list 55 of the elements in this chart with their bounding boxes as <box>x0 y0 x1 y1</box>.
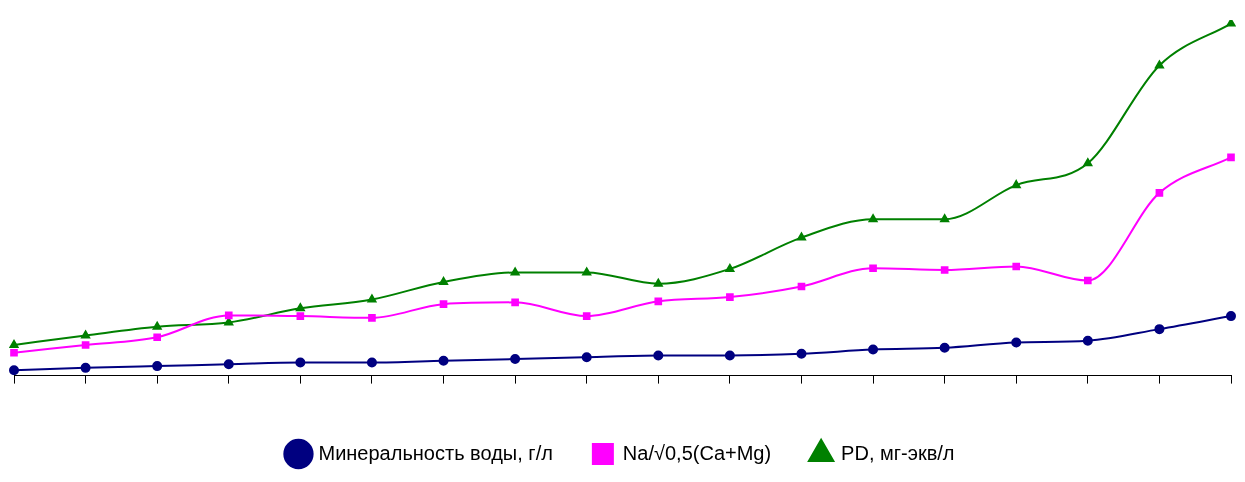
point <box>868 344 879 355</box>
point <box>868 214 878 223</box>
point <box>726 293 734 301</box>
point <box>581 352 592 363</box>
point <box>81 341 90 349</box>
point <box>653 278 663 287</box>
point <box>9 339 19 348</box>
point <box>939 342 950 353</box>
point <box>296 312 305 320</box>
point <box>367 294 377 303</box>
point <box>940 266 949 274</box>
point <box>1011 337 1022 348</box>
point <box>1083 158 1093 167</box>
legend-label: PD, мг-экв/л <box>841 441 955 464</box>
point <box>1155 189 1164 197</box>
point <box>295 357 306 368</box>
point <box>1226 20 1236 27</box>
point <box>582 312 591 320</box>
point <box>582 267 592 276</box>
point <box>510 354 521 365</box>
point <box>725 263 735 272</box>
point <box>796 348 807 359</box>
point <box>510 267 520 276</box>
point <box>295 303 305 312</box>
point <box>438 355 449 366</box>
point <box>80 362 91 373</box>
point <box>152 321 162 330</box>
point <box>1154 324 1165 335</box>
legend-label: Na/√0,5(Ca+Mg) <box>622 441 772 464</box>
point <box>1012 262 1021 271</box>
point <box>223 359 234 370</box>
point <box>724 350 735 361</box>
point <box>81 330 91 339</box>
point <box>1226 311 1236 322</box>
point <box>797 232 806 241</box>
point <box>869 264 877 273</box>
point <box>1082 335 1093 346</box>
point <box>654 297 663 306</box>
point <box>439 300 448 308</box>
point <box>153 333 162 342</box>
point <box>224 311 233 320</box>
point <box>511 298 519 307</box>
point <box>653 350 664 361</box>
legend-label: Минеральность воды, г/л <box>318 441 553 464</box>
point <box>1083 276 1092 285</box>
point <box>152 361 163 372</box>
point <box>10 348 18 357</box>
point <box>439 276 448 285</box>
point <box>1227 153 1235 162</box>
point <box>1011 180 1021 189</box>
point <box>368 314 376 322</box>
point <box>1154 60 1164 69</box>
point <box>366 357 377 368</box>
point <box>9 365 19 376</box>
point <box>940 214 950 223</box>
